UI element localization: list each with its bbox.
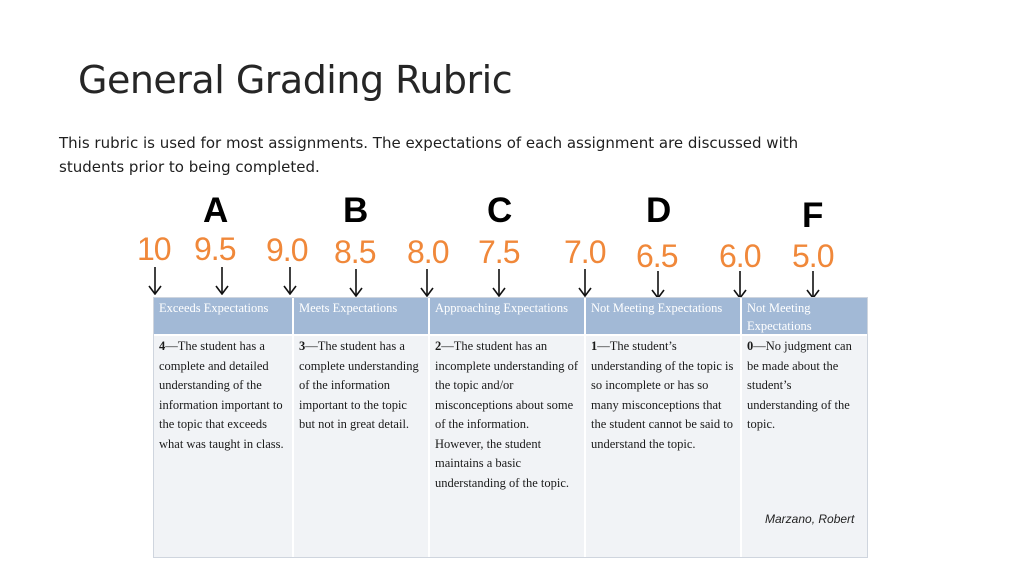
score-label: 7.5 xyxy=(478,234,520,270)
grade-letter-c: C xyxy=(487,191,513,230)
down-arrow-icon xyxy=(806,271,820,299)
grade-letter-d: D xyxy=(646,191,672,230)
rubric-level-number: 0 xyxy=(747,339,754,353)
down-arrow-icon xyxy=(492,269,506,297)
score-label: 5.0 xyxy=(792,238,834,274)
slide-title: General Grading Rubric xyxy=(78,58,513,102)
rubric-column-heading: Exceeds Expectations xyxy=(154,298,292,336)
rubric-level-number: 1 xyxy=(591,339,598,353)
score-label: 8.0 xyxy=(407,234,449,270)
score-label: 8.5 xyxy=(334,234,376,270)
rubric-column: Not Meeting Expectations 0—No judgment c… xyxy=(742,298,867,557)
rubric-level-number: 3 xyxy=(299,339,306,353)
rubric-column: Meets Expectations 3—The student has a c… xyxy=(294,298,430,557)
score-label: 9.0 xyxy=(266,232,308,268)
down-arrow-icon xyxy=(148,267,162,295)
rubric-column: Exceeds Expectations 4—The student has a… xyxy=(154,298,294,557)
rubric-column-description: 2—The student has an incomplete understa… xyxy=(430,336,584,493)
grade-letter-f: F xyxy=(802,196,824,235)
down-arrow-icon xyxy=(283,267,297,295)
rubric-level-text: —The student has an incomplete understan… xyxy=(435,339,579,490)
rubric-column: Not Meeting Expectations 1—The student’s… xyxy=(586,298,742,557)
down-arrow-icon xyxy=(651,271,665,299)
down-arrow-icon xyxy=(349,269,363,297)
down-arrow-icon xyxy=(578,269,592,297)
rubric-column-heading: Approaching Expectations xyxy=(430,298,584,336)
grade-letter-b: B xyxy=(343,191,369,230)
down-arrow-icon xyxy=(733,271,747,299)
rubric-level-number: 4 xyxy=(159,339,166,353)
rubric-column-description: 0—No judgment can be made about the stud… xyxy=(742,336,867,435)
down-arrow-icon xyxy=(420,269,434,297)
down-arrow-icon xyxy=(215,267,229,295)
rubric-column-description: 4—The student has a complete and detaile… xyxy=(154,336,292,454)
rubric-level-text: —No judgment can be made about the stude… xyxy=(747,339,852,431)
score-label: 6.0 xyxy=(719,238,761,274)
rubric-level-text: —The student’s understanding of the topi… xyxy=(591,339,734,451)
rubric-credit: Marzano, Robert xyxy=(765,512,855,526)
rubric-level-text: —The student has a complete and detailed… xyxy=(159,339,284,451)
slide-description: This rubric is used for most assignments… xyxy=(59,134,799,176)
rubric-column-heading: Meets Expectations xyxy=(294,298,428,336)
rubric-column-heading: Not Meeting Expectations xyxy=(586,298,740,336)
grade-letter-a: A xyxy=(203,191,229,230)
rubric-column-description: 1—The student’s understanding of the top… xyxy=(586,336,740,454)
rubric-column-description: 3—The student has a complete understandi… xyxy=(294,336,428,435)
rubric-column: Approaching Expectations 2—The student h… xyxy=(430,298,586,557)
score-label: 6.5 xyxy=(636,238,678,274)
rubric-table: Exceeds Expectations 4—The student has a… xyxy=(153,297,868,558)
rubric-level-text: —The student has a complete understandin… xyxy=(299,339,419,431)
score-label: 9.5 xyxy=(194,231,236,267)
score-label: 10 xyxy=(137,231,172,267)
rubric-column-heading: Not Meeting Expectations xyxy=(742,298,867,336)
score-label: 7.0 xyxy=(564,234,606,270)
rubric-level-number: 2 xyxy=(435,339,442,353)
